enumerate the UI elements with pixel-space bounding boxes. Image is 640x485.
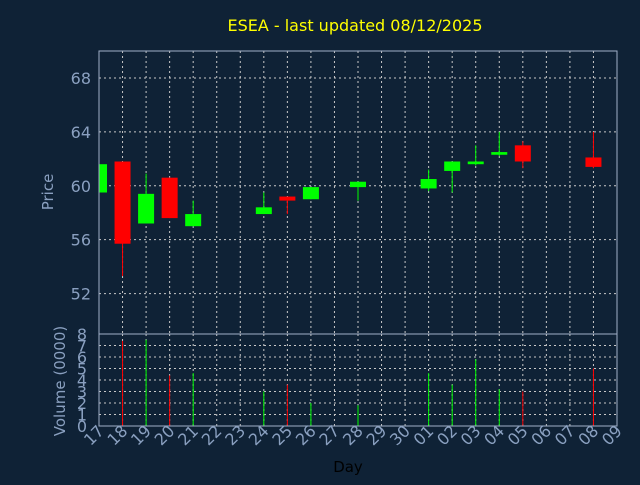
candle-body-19 xyxy=(138,193,155,224)
candle-body-26 xyxy=(302,187,319,200)
candle-body-20 xyxy=(161,177,178,219)
volume-tick-label-6: 6 xyxy=(77,348,87,367)
volume-tick-label-0: 0 xyxy=(77,417,87,436)
candle-body-03 xyxy=(467,161,484,165)
chart-title: ESEA - last updated 08/12/2025 xyxy=(227,16,482,35)
price-tick-label-60: 60 xyxy=(71,177,91,196)
volume-bars xyxy=(122,339,594,426)
candle-body-21 xyxy=(185,214,202,227)
candle-body-28 xyxy=(350,181,366,188)
volume-panel-frame xyxy=(98,333,618,427)
x-tick-labels: 1718192021222324252627282930010203040506… xyxy=(80,421,626,449)
candle-body-05 xyxy=(514,145,531,162)
volume-tick-label-1: 1 xyxy=(77,406,87,425)
volume-grid xyxy=(98,334,618,426)
volume-tick-label-2: 2 xyxy=(77,394,87,413)
candle-body-04 xyxy=(491,152,508,155)
candle-body-18 xyxy=(114,161,131,244)
x-axis-label: Day xyxy=(333,458,363,476)
volume-tick-label-5: 5 xyxy=(77,360,87,379)
candle-body-02 xyxy=(444,161,461,171)
price-tick-labels: 52 56 60 64 68 xyxy=(71,69,91,304)
candle-body-25 xyxy=(279,196,296,201)
volume-tick-label-3: 3 xyxy=(77,383,87,402)
candles xyxy=(98,131,602,277)
price-tick-label-52: 52 xyxy=(71,285,91,304)
candle-body-17 xyxy=(99,164,107,193)
volume-axis-label: Volume (0000) xyxy=(51,326,69,436)
candle-body-24 xyxy=(255,207,272,215)
price-tick-label-56: 56 xyxy=(71,231,91,250)
candle-body-08 xyxy=(585,157,602,167)
price-tick-label-64: 64 xyxy=(71,123,91,142)
price-axis-label: Price xyxy=(39,174,57,211)
volume-tick-label-7: 7 xyxy=(77,337,87,356)
volume-tick-label-8: 8 xyxy=(77,325,87,344)
candle-body-01 xyxy=(420,179,437,189)
price-tick-label-68: 68 xyxy=(71,69,91,88)
volume-tick-label-4: 4 xyxy=(77,371,87,390)
